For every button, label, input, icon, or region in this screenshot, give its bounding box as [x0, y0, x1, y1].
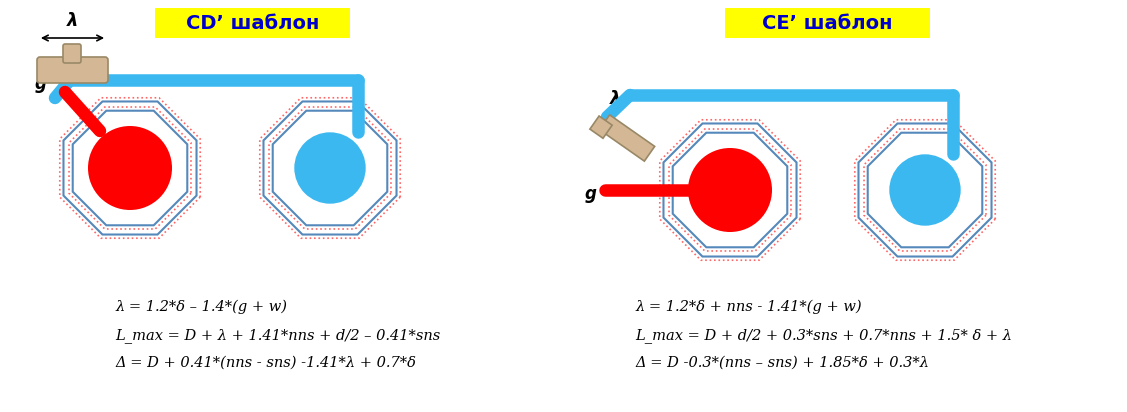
FancyBboxPatch shape — [63, 44, 81, 63]
Text: Δ = D + 0.41*(nns - sns) -1.41*λ + 0.7*δ: Δ = D + 0.41*(nns - sns) -1.41*λ + 0.7*δ — [115, 356, 416, 370]
Text: g: g — [35, 75, 47, 93]
Text: λ = 1.2*δ – 1.4*(g + w): λ = 1.2*δ – 1.4*(g + w) — [115, 300, 287, 314]
FancyBboxPatch shape — [156, 8, 350, 38]
Text: CE’ шаблон: CE’ шаблон — [762, 14, 893, 33]
Text: L_max = D + d/2 + 0.3*sns + 0.7*nns + 1.5* δ + λ: L_max = D + d/2 + 0.3*sns + 0.7*nns + 1.… — [635, 328, 1012, 343]
Polygon shape — [600, 115, 655, 161]
Circle shape — [687, 148, 772, 232]
FancyBboxPatch shape — [725, 8, 930, 38]
Circle shape — [889, 154, 960, 226]
Text: CD’ шаблон: CD’ шаблон — [186, 14, 319, 33]
Circle shape — [88, 126, 172, 210]
Text: g: g — [585, 185, 597, 203]
Circle shape — [294, 132, 365, 204]
Text: Δ = D -0.3*(nns – sns) + 1.85*δ + 0.3*λ: Δ = D -0.3*(nns – sns) + 1.85*δ + 0.3*λ — [635, 356, 929, 370]
Text: λ: λ — [610, 90, 621, 108]
FancyBboxPatch shape — [37, 57, 108, 83]
Text: λ = 1.2*δ + nns - 1.41*(g + w): λ = 1.2*δ + nns - 1.41*(g + w) — [635, 300, 862, 314]
Text: λ: λ — [66, 12, 78, 30]
Text: L_max = D + λ + 1.41*nns + d/2 – 0.41*sns: L_max = D + λ + 1.41*nns + d/2 – 0.41*sn… — [115, 328, 441, 343]
Polygon shape — [589, 116, 612, 138]
